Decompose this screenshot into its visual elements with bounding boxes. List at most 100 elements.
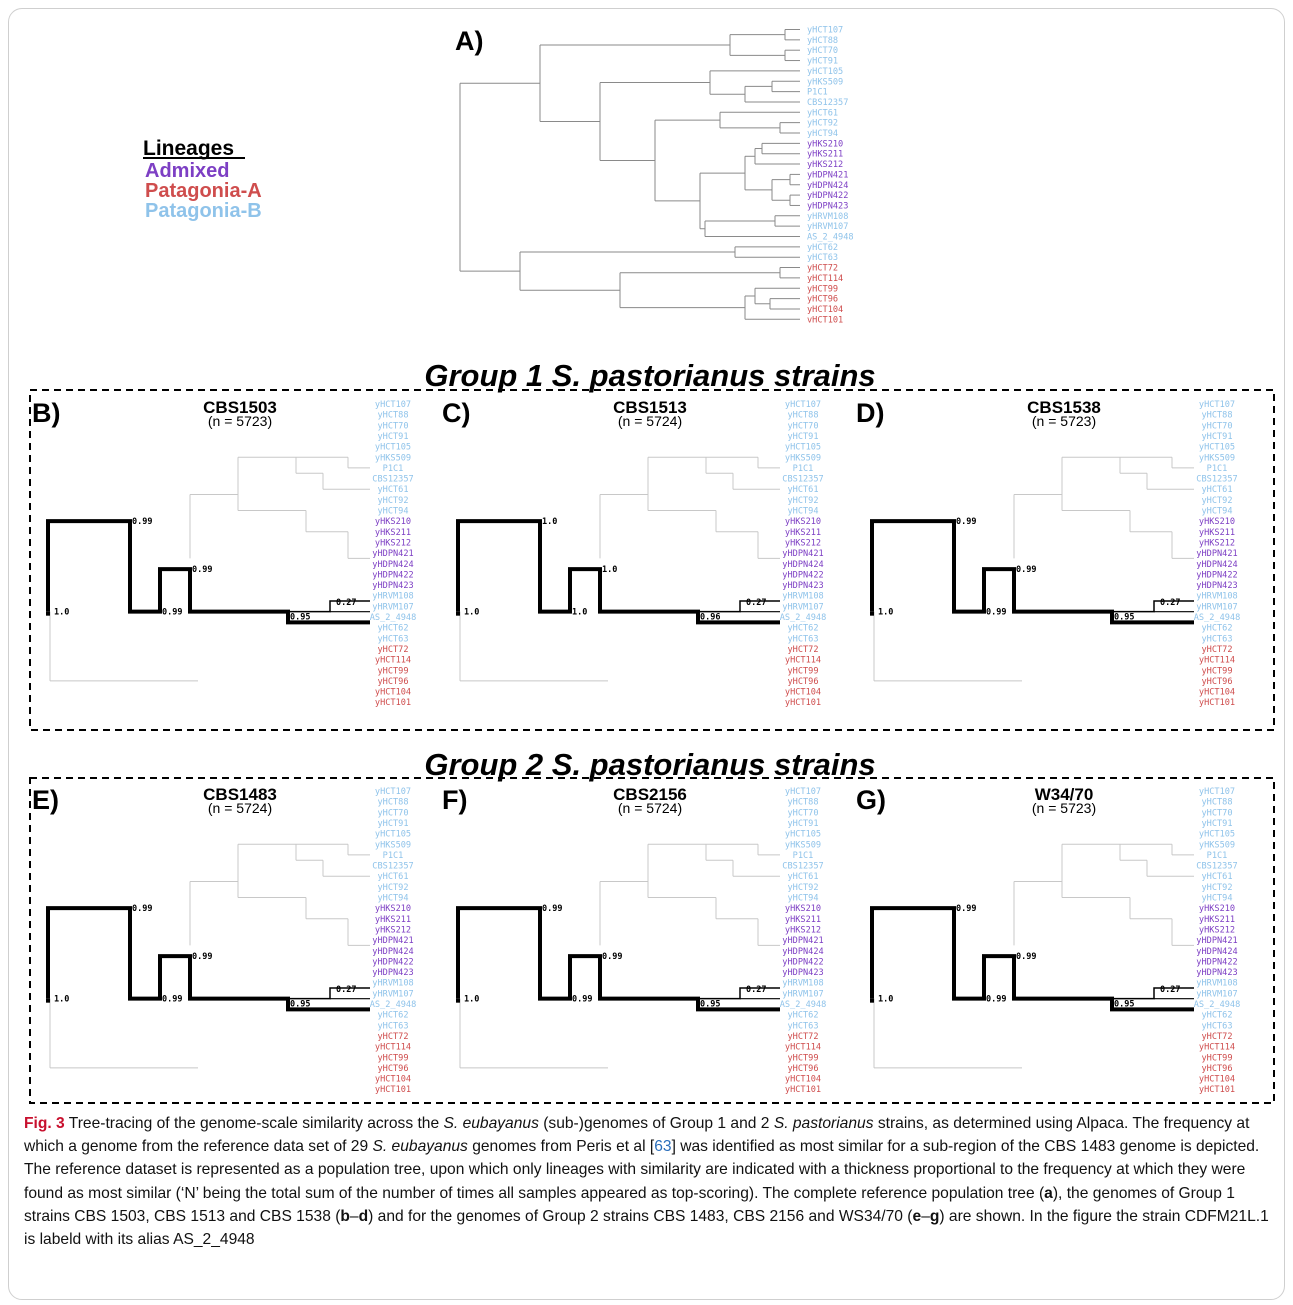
strain-sample-count: (n = 5723) — [208, 413, 272, 429]
thin-branch — [288, 600, 370, 613]
panel-letter: C) — [442, 398, 471, 428]
strain-sample-count: (n = 5724) — [618, 800, 682, 816]
tree-leaf-label: yHCT96 — [377, 677, 408, 687]
thick-branch — [46, 519, 370, 625]
tree-leaf-label: yHCT114 — [1199, 1043, 1235, 1053]
tree-leaf-label: yHCT91 — [1201, 432, 1232, 442]
caption-text: ) and for the genomes of Group 2 strains… — [368, 1207, 913, 1225]
strain-panels: B) CBS1503(n = 5723)yHCT107yHCT88yHCT70yH… — [32, 398, 1240, 1095]
tree-leaf-label: yHKS509 — [1199, 453, 1235, 463]
support-value: 1.0 — [542, 517, 557, 527]
tree-leaf-label: yHDPN422 — [782, 957, 823, 967]
tree-leaf-label: yHCT61 — [1201, 485, 1232, 495]
tree-leaf-label: yHCT96 — [1201, 677, 1232, 687]
tree-leaf-label: yHCT63 — [377, 634, 408, 644]
caption-text: (sub-)genomes of Group 1 and 2 — [543, 1115, 770, 1132]
panel-a-letter: A) — [455, 26, 484, 56]
tree-leaf-label: yHKS211 — [375, 915, 411, 925]
tree-leaf-label: yHDPN423 — [782, 581, 823, 591]
caption-text: ] was identified as most similar for a s… — [24, 1138, 1260, 1202]
tree-leaf-label: yHCT61 — [807, 108, 838, 118]
strain-sample-count: (n = 5723) — [1032, 413, 1096, 429]
tree-leaf-label: yHCT101 — [1199, 1085, 1235, 1095]
tree-leaf-label: yHCT105 — [1199, 830, 1235, 840]
tree-leaf-label: P1C1 — [807, 88, 828, 98]
tree-leaf-label: yHCT72 — [807, 264, 838, 274]
tree-leaf-label: yHCT101 — [785, 698, 821, 708]
tree-leaf-label: yHDPN423 — [807, 201, 848, 211]
support-value: 1.0 — [464, 995, 479, 1005]
tree-leaf-label: CBS12357 — [1196, 475, 1237, 485]
tree-leaf-label: yHKS211 — [1199, 915, 1235, 925]
tree-leaf-label: CBS12357 — [372, 475, 413, 485]
tree-leaf-label: yHCT70 — [377, 421, 408, 431]
tree-leaf-label: yHCT105 — [807, 67, 843, 77]
tree-leaf-label: yHCT72 — [787, 645, 818, 655]
tree-leaf-label: yHCT91 — [807, 57, 838, 67]
strain-panel-g: G) W34/70(n = 5723)yHCT107yHCT88yHCT70yHC… — [856, 785, 1240, 1095]
caption-bold: a — [1044, 1184, 1053, 1202]
tree-leaf-label: yHCT63 — [377, 1021, 408, 1031]
tree-leaf-label: yHDPN421 — [372, 936, 413, 946]
tree-leaf-label: yHKS210 — [375, 517, 411, 527]
tree-leaf-label: yHCT70 — [787, 421, 818, 431]
tree-leaf-label: yHCT92 — [377, 883, 408, 893]
support-value: 0.99 — [1016, 952, 1036, 962]
tree-leaf-label: yHCT72 — [1201, 645, 1232, 655]
reference-population-tree — [459, 29, 800, 320]
support-value: 0.99 — [542, 904, 562, 914]
tree-leaf-label: yHCT104 — [1199, 1075, 1235, 1085]
caption-bold: g — [929, 1207, 940, 1225]
tree-leaf-label: yHCT62 — [787, 1011, 818, 1021]
tree-leaf-label: yHDPN423 — [782, 968, 823, 978]
tree-leaf-label: yHKS212 — [375, 538, 411, 548]
tree-leaf-label: yHCT70 — [787, 808, 818, 818]
support-value: 0.95 — [1114, 1000, 1134, 1010]
strain-panel-e: E) CBS1483(n = 5724)yHCT107yHCT88yHCT70yH… — [32, 785, 416, 1095]
support-value: 0.95 — [1114, 613, 1134, 623]
tree-leaf-label: yHRVM108 — [1196, 592, 1237, 602]
caption-species: S. eubayanus — [372, 1138, 468, 1156]
caption-bold: d — [358, 1207, 369, 1225]
caption-label: Fig. 3 — [24, 1115, 65, 1132]
tree-leaf-label: CBS12357 — [807, 98, 848, 108]
reference-tree-leaf-labels: yHCT107yHCT88yHCT70yHCT91yHCT105yHKS509P… — [807, 26, 854, 326]
strain-sample-count: (n = 5723) — [1032, 800, 1096, 816]
tree-leaf-label: yHCT92 — [807, 119, 838, 129]
tree-leaf-label: yHCT91 — [377, 432, 408, 442]
tree-leaf-label: yHCT88 — [377, 798, 408, 808]
tree-leaf-label: yHCT96 — [807, 295, 838, 305]
tree-leaf-label: yHCT92 — [787, 496, 818, 506]
tree-leaf-label: yHRVM108 — [782, 592, 823, 602]
caption-reference-link[interactable]: 63 — [654, 1138, 672, 1156]
tree-leaf-label: yHCT61 — [377, 872, 408, 882]
tree-leaf-label: vHCT101 — [807, 315, 843, 325]
strain-title: CBS1538 — [1027, 398, 1101, 417]
tree-leaf-label: yHCT107 — [785, 400, 821, 410]
tree-leaf-label: yHCT61 — [377, 485, 408, 495]
figure-graphics: A) yHCT107yHCT88yHCT70yHCT91yHCT105yHKS5… — [29, 26, 1275, 1104]
tree-leaf-label: yHCT104 — [807, 305, 843, 315]
tree-leaf-label: yHCT72 — [787, 1032, 818, 1042]
strain-panel-d: D) CBS1538(n = 5723)yHCT107yHCT88yHCT70yH… — [856, 398, 1240, 708]
tree-leaf-label: yHRVM107 — [372, 989, 413, 999]
figure-frame — [8, 8, 1285, 1300]
strain-sample-count: (n = 5724) — [208, 800, 272, 816]
tree-leaf-label: yHCT96 — [377, 1064, 408, 1074]
tree-leaf-label: yHDPN424 — [1196, 947, 1237, 957]
support-value: 1.0 — [878, 995, 893, 1005]
tree-leaf-label: yHKS211 — [785, 528, 821, 538]
caption-species: S. eubayanus — [443, 1115, 539, 1132]
tree-leaf-label: P1C1 — [793, 464, 814, 474]
tree-leaf-label: yHCT114 — [785, 656, 821, 666]
tree-leaf-label: yHCT101 — [1199, 698, 1235, 708]
tree-leaf-label: yHCT62 — [787, 624, 818, 634]
tree-leaf-label: yHCT104 — [785, 688, 821, 698]
legend-item-admixed: Admixed — [145, 160, 229, 182]
support-value: 0.99 — [192, 952, 212, 962]
tree-leaf-label: yHRVM107 — [807, 222, 848, 232]
tree-leaf-label: yHCT101 — [375, 1085, 411, 1095]
tree-leaf-label: yHCT96 — [787, 1064, 818, 1074]
group-1-title: Group 1 S. pastorianus strains — [424, 358, 875, 393]
tree-leaf-label: yHKS509 — [785, 840, 821, 850]
